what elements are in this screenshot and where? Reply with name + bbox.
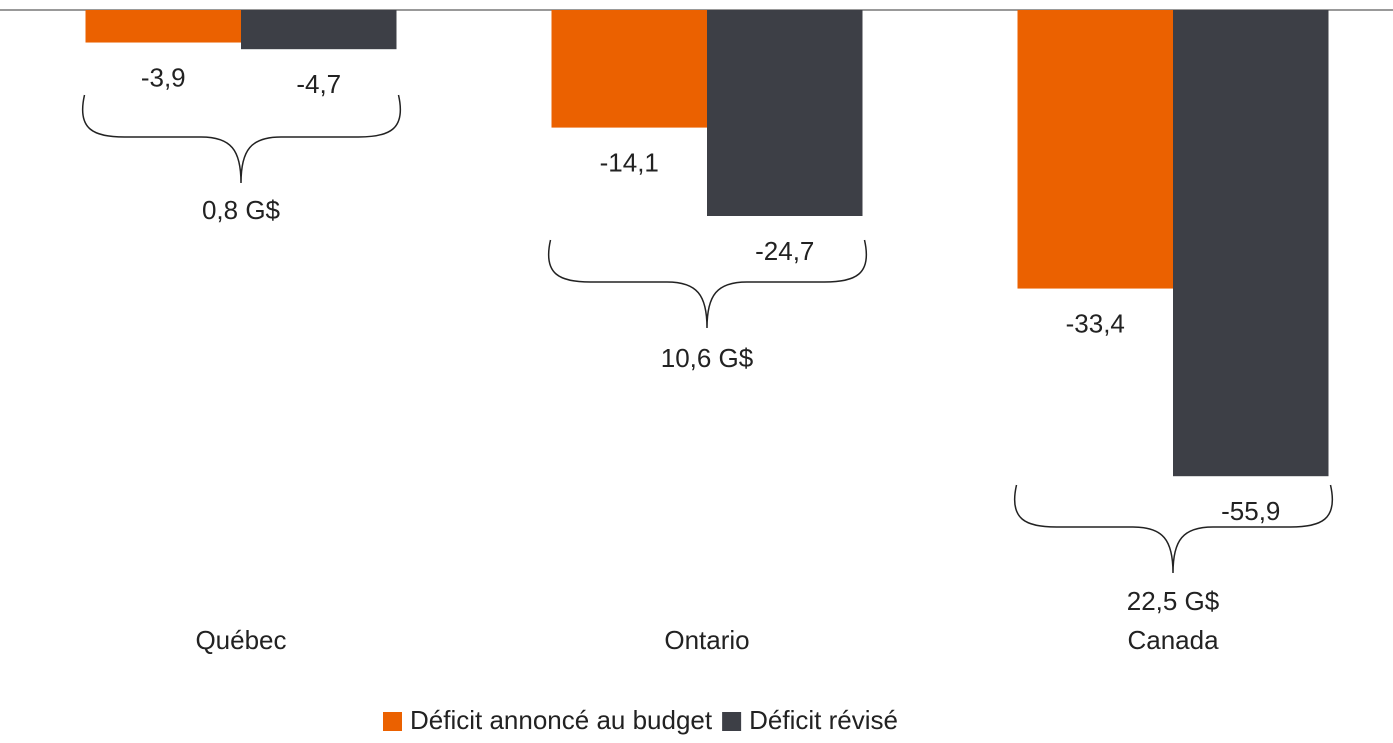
bar bbox=[1173, 10, 1329, 477]
bar bbox=[241, 10, 397, 50]
legend-swatch bbox=[383, 712, 402, 731]
annotation: 0,8 G$ bbox=[202, 195, 281, 225]
x-tick-label: Ontario bbox=[664, 625, 749, 655]
brace bbox=[1013, 484, 1334, 574]
bar bbox=[85, 10, 241, 43]
legend-label: Déficit révisé bbox=[749, 705, 898, 735]
value-label: -33,4 bbox=[1066, 308, 1125, 338]
bar bbox=[707, 10, 863, 216]
legend-label: Déficit annoncé au budget bbox=[410, 705, 713, 735]
bar bbox=[1017, 10, 1173, 289]
annotation: 10,6 G$ bbox=[661, 343, 754, 373]
legend-swatch bbox=[722, 712, 742, 731]
annotation: 22,5 G$ bbox=[1127, 586, 1220, 616]
value-label: -14,1 bbox=[600, 147, 659, 177]
value-label: -24,7 bbox=[755, 236, 814, 266]
x-tick-label: Québec bbox=[195, 625, 286, 655]
brace bbox=[81, 94, 402, 184]
value-label: -4,7 bbox=[296, 69, 341, 99]
value-label: -55,9 bbox=[1221, 496, 1280, 526]
bar bbox=[551, 10, 707, 128]
x-tick-label: Canada bbox=[1127, 625, 1219, 655]
brace bbox=[547, 239, 868, 329]
value-label: -3,9 bbox=[141, 62, 186, 92]
